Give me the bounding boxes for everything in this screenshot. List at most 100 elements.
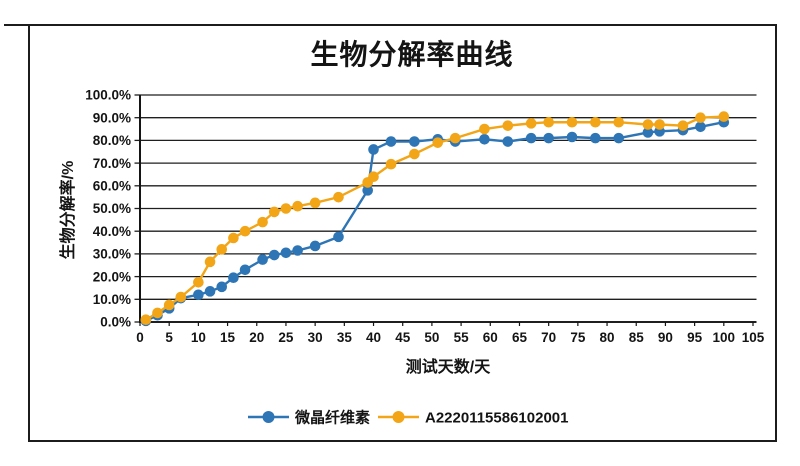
y-axis-tick-labels: 0.0% 10.0% 20.0% 30.0% 40.0% 50.0% 60.0% 70.0% 8… [85, 88, 131, 330]
x-tick-label: 40 [366, 330, 381, 345]
data-point-marker [409, 136, 420, 147]
y-tick-label: 10.0% [93, 292, 131, 307]
x-tick-label: 100 [713, 330, 736, 345]
data-point-marker [566, 131, 578, 143]
data-point-marker [368, 171, 379, 183]
data-point-marker [204, 256, 216, 268]
data-point-marker [333, 231, 344, 243]
axes [139, 95, 754, 326]
legend-label: 微晶纤维素 [294, 409, 370, 427]
legend-marker [262, 411, 275, 423]
x-tick-label: 35 [337, 330, 353, 345]
data-point-marker [175, 291, 187, 303]
data-series [140, 111, 730, 327]
x-tick-label: 5 [165, 330, 173, 345]
data-point-marker [695, 112, 706, 123]
data-point-marker [677, 120, 689, 131]
x-tick-label: 10 [191, 330, 206, 345]
y-tick-label: 50.0% [93, 201, 131, 216]
data-point-marker [590, 116, 601, 128]
y-tick-label: 60.0% [93, 179, 131, 194]
x-tick-label: 70 [541, 330, 556, 345]
data-point-marker [163, 299, 175, 311]
data-point-marker [566, 116, 578, 128]
data-point-marker [309, 240, 321, 252]
y-tick-label: 40.0% [93, 224, 131, 239]
data-point-marker [280, 203, 292, 214]
data-point-marker [479, 133, 490, 145]
data-point-marker [239, 264, 251, 276]
data-point-marker [385, 136, 397, 147]
x-tick-label: 85 [629, 330, 645, 345]
data-point-marker [525, 132, 537, 144]
y-tick-label: 70.0% [93, 156, 131, 171]
x-tick-label: 50 [424, 330, 439, 345]
data-point-marker [502, 120, 514, 131]
y-tick-label: 90.0% [93, 110, 131, 125]
data-point-marker [695, 121, 706, 133]
legend-marker [392, 411, 405, 423]
x-tick-label: 45 [395, 330, 411, 345]
x-tick-label: 20 [249, 330, 264, 345]
data-point-marker [613, 116, 625, 128]
data-point-marker [193, 289, 204, 301]
x-tick-label: 65 [512, 330, 528, 345]
data-point-marker [280, 247, 292, 259]
y-tick-label: 100.0% [85, 88, 131, 103]
data-point-marker [449, 132, 461, 144]
x-tick-label: 95 [687, 330, 703, 345]
data-point-marker [268, 249, 280, 261]
data-point-marker [292, 245, 303, 256]
data-point-marker [654, 119, 665, 130]
data-point-marker [590, 132, 601, 144]
data-point-marker [642, 127, 654, 138]
y-tick-label: 0.0% [100, 315, 131, 330]
data-point-marker [642, 119, 654, 130]
data-point-marker [385, 158, 397, 170]
frame-artifact-line [4, 24, 30, 26]
x-tick-label: 75 [570, 330, 586, 345]
data-point-marker [362, 185, 373, 196]
data-point-marker [257, 254, 268, 265]
y-axis-title: 生物分解率/% [58, 161, 77, 260]
data-point-marker [718, 111, 730, 122]
data-point-marker [525, 118, 537, 129]
series-line [145, 121, 725, 322]
x-tick-label: 55 [454, 330, 470, 345]
x-tick-label: 30 [308, 330, 323, 345]
data-point-marker [432, 137, 444, 148]
x-tick-label: 25 [278, 330, 294, 345]
data-point-marker [502, 136, 514, 147]
data-point-marker [333, 191, 344, 203]
data-point-marker [193, 276, 204, 288]
data-point-marker [257, 216, 268, 228]
x-tick-label: 105 [742, 330, 765, 345]
data-point-marker [228, 232, 239, 244]
y-tick-label: 80.0% [93, 133, 131, 148]
data-point-marker [204, 286, 216, 297]
x-axis-title: 测试天数/天 [406, 357, 491, 376]
x-axis-tick-labels: 0 5 10 15 20 25 30 35 40 45 50 55 60 65 70 75 80 85 90 95 10… [136, 330, 765, 345]
y-tick-label: 20.0% [93, 269, 131, 284]
y-tick-label: 30.0% [93, 247, 131, 262]
data-point-marker [613, 132, 625, 144]
x-tick-label: 0 [136, 330, 144, 345]
x-tick-label: 15 [220, 330, 236, 345]
chart-title: 生物分解率曲线 [310, 38, 513, 71]
figure-border [28, 24, 777, 442]
data-point-marker [368, 144, 379, 155]
data-point-marker [140, 314, 152, 326]
data-point-marker [292, 200, 303, 212]
x-tick-label: 80 [600, 330, 615, 345]
data-point-marker [543, 116, 554, 128]
x-tick-label: 90 [658, 330, 673, 345]
legend-label: A2220115586102001 [425, 410, 568, 427]
data-point-marker [409, 148, 420, 160]
x-tick-label: 60 [483, 330, 498, 345]
data-point-marker [543, 132, 554, 144]
data-point-marker [239, 225, 251, 237]
data-point-marker [216, 244, 228, 255]
data-point-marker [268, 206, 280, 218]
